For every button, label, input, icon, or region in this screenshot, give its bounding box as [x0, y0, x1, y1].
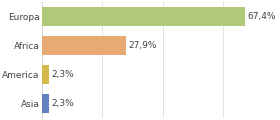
Bar	[42, 94, 49, 113]
Text: 2,3%: 2,3%	[51, 70, 74, 79]
Text: 27,9%: 27,9%	[128, 41, 157, 50]
Bar	[42, 65, 49, 84]
Text: 67,4%: 67,4%	[247, 12, 276, 21]
Bar	[42, 7, 245, 26]
Bar	[42, 36, 126, 55]
Text: 2,3%: 2,3%	[51, 99, 74, 108]
